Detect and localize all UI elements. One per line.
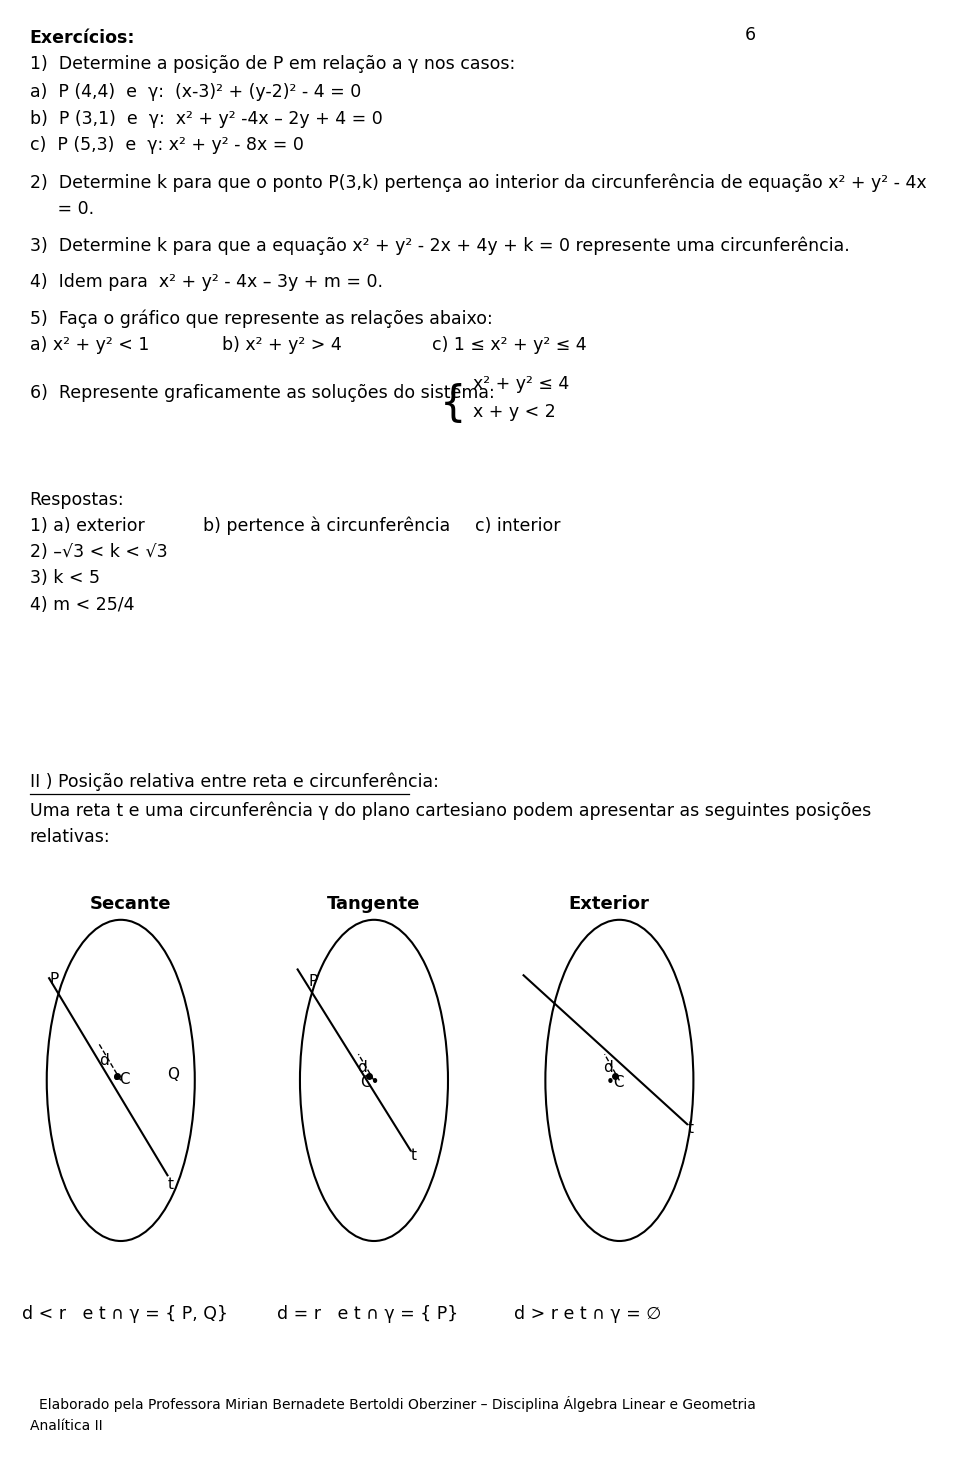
Text: 3) k < 5: 3) k < 5 bbox=[30, 569, 100, 587]
Text: •C: •C bbox=[606, 1075, 626, 1089]
Text: t: t bbox=[411, 1148, 417, 1162]
Text: c) 1 ≤ x² + y² ≤ 4: c) 1 ≤ x² + y² ≤ 4 bbox=[432, 336, 587, 353]
Text: t: t bbox=[167, 1177, 174, 1191]
Text: d: d bbox=[358, 1060, 368, 1075]
Text: Exterior: Exterior bbox=[568, 895, 650, 912]
Text: 1)  Determine a posição de P em relação a γ nos casos:: 1) Determine a posição de P em relação a… bbox=[30, 55, 515, 73]
Text: t: t bbox=[687, 1121, 693, 1136]
Text: II ) Posição relativa entre reta e circunferência:: II ) Posição relativa entre reta e circu… bbox=[30, 772, 439, 791]
Text: x² + y² ≤ 4: x² + y² ≤ 4 bbox=[473, 375, 569, 393]
Text: d > r e t ∩ γ = ∅: d > r e t ∩ γ = ∅ bbox=[515, 1305, 661, 1323]
Text: 2)  Determine k para que o ponto P(3,k) pertença ao interior da circunferência d: 2) Determine k para que o ponto P(3,k) p… bbox=[30, 174, 926, 193]
Text: 4)  Idem para  x² + y² - 4x – 3y + m = 0.: 4) Idem para x² + y² - 4x – 3y + m = 0. bbox=[30, 273, 383, 291]
Text: d = r   e t ∩ γ = { P}: d = r e t ∩ γ = { P} bbox=[276, 1305, 458, 1323]
Text: 5)  Faça o gráfico que represente as relações abaixo:: 5) Faça o gráfico que represente as rela… bbox=[30, 310, 492, 328]
Text: c)  P (5,3)  e  γ: x² + y² - 8x = 0: c) P (5,3) e γ: x² + y² - 8x = 0 bbox=[30, 136, 303, 153]
Text: relativas:: relativas: bbox=[30, 828, 110, 845]
Text: {: { bbox=[441, 383, 467, 425]
Text: b) x² + y² > 4: b) x² + y² > 4 bbox=[222, 336, 342, 353]
Text: 6: 6 bbox=[745, 26, 756, 44]
Text: 4) m < 25/4: 4) m < 25/4 bbox=[30, 596, 134, 613]
Text: 3)  Determine k para que a equação x² + y² - 2x + 4y + k = 0 represente uma circ: 3) Determine k para que a equação x² + y… bbox=[30, 237, 850, 256]
Text: b) pertence à circunferência: b) pertence à circunferência bbox=[203, 517, 450, 536]
Text: Secante: Secante bbox=[89, 895, 171, 912]
Text: Exercícios:: Exercícios: bbox=[30, 29, 135, 47]
Text: Respostas:: Respostas: bbox=[30, 491, 124, 508]
Text: x + y < 2: x + y < 2 bbox=[473, 403, 556, 420]
Text: d: d bbox=[99, 1053, 108, 1067]
Text: = 0.: = 0. bbox=[30, 200, 94, 218]
Text: C•: C• bbox=[360, 1075, 379, 1089]
Text: Uma reta t e uma circunferência γ do plano cartesiano podem apresentar as seguin: Uma reta t e uma circunferência γ do pla… bbox=[30, 802, 871, 821]
Text: Elaborado pela Professora Mirian Bernadete Bertoldi Oberziner – Disciplina Álgeb: Elaborado pela Professora Mirian Bernade… bbox=[39, 1396, 756, 1412]
Text: a) x² + y² < 1: a) x² + y² < 1 bbox=[30, 336, 149, 353]
Text: b)  P (3,1)  e  γ:  x² + y² -4x – 2y + 4 = 0: b) P (3,1) e γ: x² + y² -4x – 2y + 4 = 0 bbox=[30, 110, 382, 127]
Text: d: d bbox=[603, 1060, 612, 1075]
Text: 6)  Represente graficamente as soluções do sistema:: 6) Represente graficamente as soluções d… bbox=[30, 384, 494, 402]
Text: Q: Q bbox=[167, 1067, 179, 1082]
Text: P: P bbox=[308, 974, 318, 988]
Text: 2) –√3 < k < √3: 2) –√3 < k < √3 bbox=[30, 543, 167, 561]
Text: Analítica II: Analítica II bbox=[30, 1419, 102, 1434]
Text: P: P bbox=[49, 972, 59, 987]
Text: •C: •C bbox=[111, 1072, 131, 1086]
Text: 1) a) exterior: 1) a) exterior bbox=[30, 517, 144, 534]
Text: d < r   e t ∩ γ = { P, Q}: d < r e t ∩ γ = { P, Q} bbox=[22, 1305, 228, 1323]
Text: c) interior: c) interior bbox=[475, 517, 561, 534]
Text: Tangente: Tangente bbox=[327, 895, 420, 912]
Text: a)  P (4,4)  e  γ:  (x-3)² + (y-2)² - 4 = 0: a) P (4,4) e γ: (x-3)² + (y-2)² - 4 = 0 bbox=[30, 83, 361, 101]
